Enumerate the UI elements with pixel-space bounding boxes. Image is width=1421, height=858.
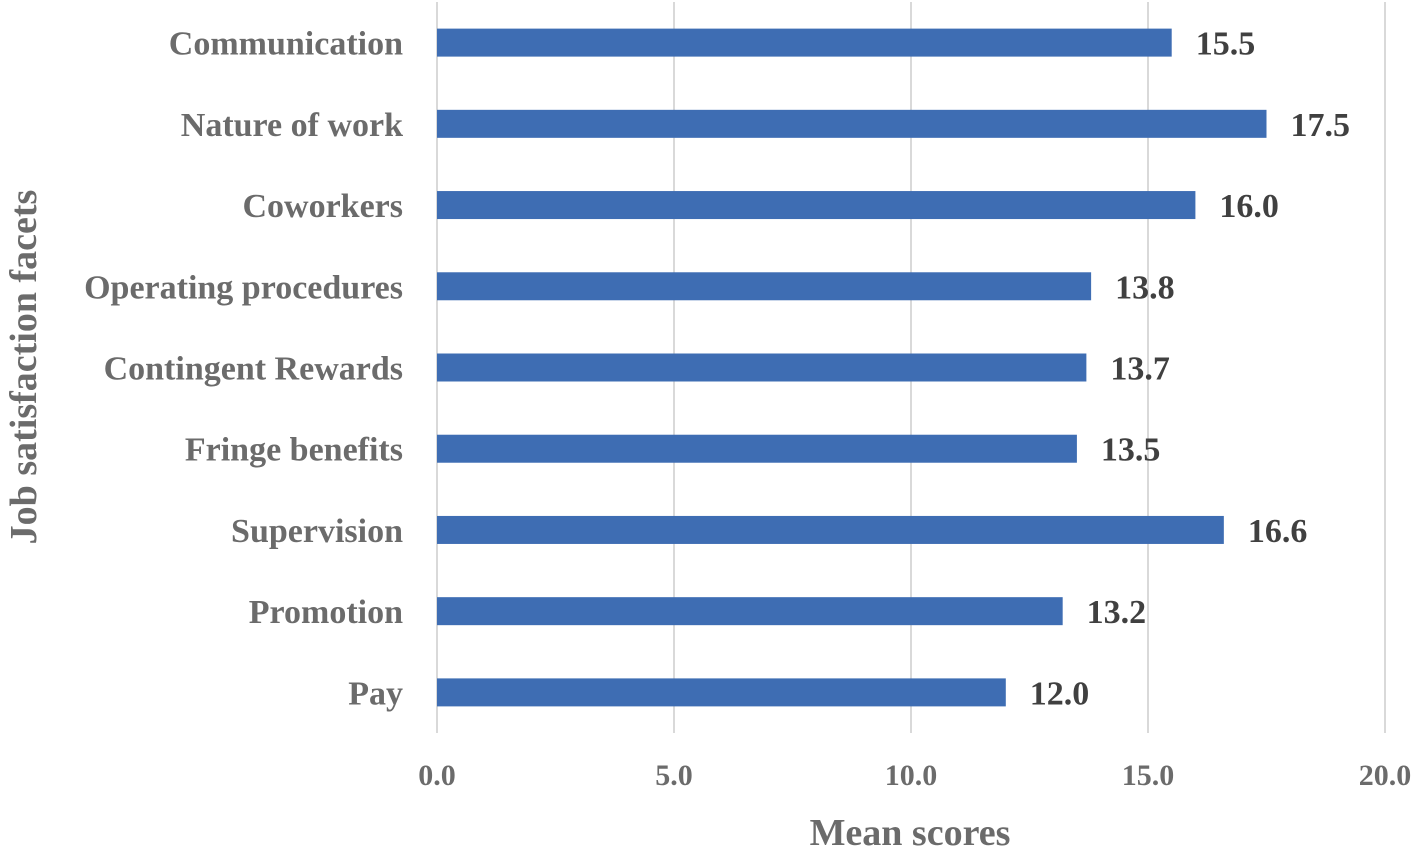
category-label: Communication	[169, 26, 403, 63]
value-label: 16.6	[1248, 513, 1308, 550]
value-label: 12.0	[1030, 675, 1090, 712]
category-label: Nature of work	[181, 107, 403, 144]
value-label: 17.5	[1291, 107, 1351, 144]
x-tick-label: 20.0	[1359, 759, 1412, 792]
value-label: 16.0	[1219, 188, 1279, 225]
value-labels: 15.5 17.5 16.0 13.8 13.7 13.5 16.6 13.2 12.0	[1030, 26, 1350, 713]
x-tick-label: 5.0	[655, 759, 693, 792]
category-label: Operating procedures	[84, 269, 403, 306]
category-labels: Communication Nature of work Coworkers Oper…	[84, 26, 403, 713]
bars	[437, 28, 1267, 707]
x-axis-title: Mean scores	[810, 812, 1011, 854]
category-label: Coworkers	[242, 188, 403, 225]
bar	[437, 678, 1006, 707]
value-label: 13.8	[1115, 269, 1175, 306]
bar	[437, 597, 1063, 626]
x-tick-label: 0.0	[418, 759, 456, 792]
bar	[437, 515, 1224, 544]
x-tick-label: 10.0	[885, 759, 938, 792]
value-label: 15.5	[1196, 26, 1256, 63]
category-label: Contingent Rewards	[104, 351, 403, 388]
x-tick-label: 15.0	[1122, 759, 1175, 792]
bar	[437, 28, 1172, 57]
y-axis-title: Job satisfaction facets	[3, 190, 45, 545]
category-label: Promotion	[249, 594, 403, 631]
bar	[437, 434, 1077, 463]
value-label: 13.7	[1110, 351, 1170, 388]
category-label: Pay	[348, 675, 403, 712]
category-label: Fringe benefits	[185, 432, 403, 469]
category-label: Supervision	[231, 513, 403, 550]
x-tick-labels: 0.0 5.0 10.0 15.0 20.0	[418, 759, 1411, 792]
bar	[437, 109, 1267, 138]
bar	[437, 191, 1196, 220]
value-label: 13.2	[1087, 594, 1147, 631]
value-label: 13.5	[1101, 432, 1161, 469]
bar	[437, 272, 1092, 301]
bar	[437, 353, 1087, 382]
